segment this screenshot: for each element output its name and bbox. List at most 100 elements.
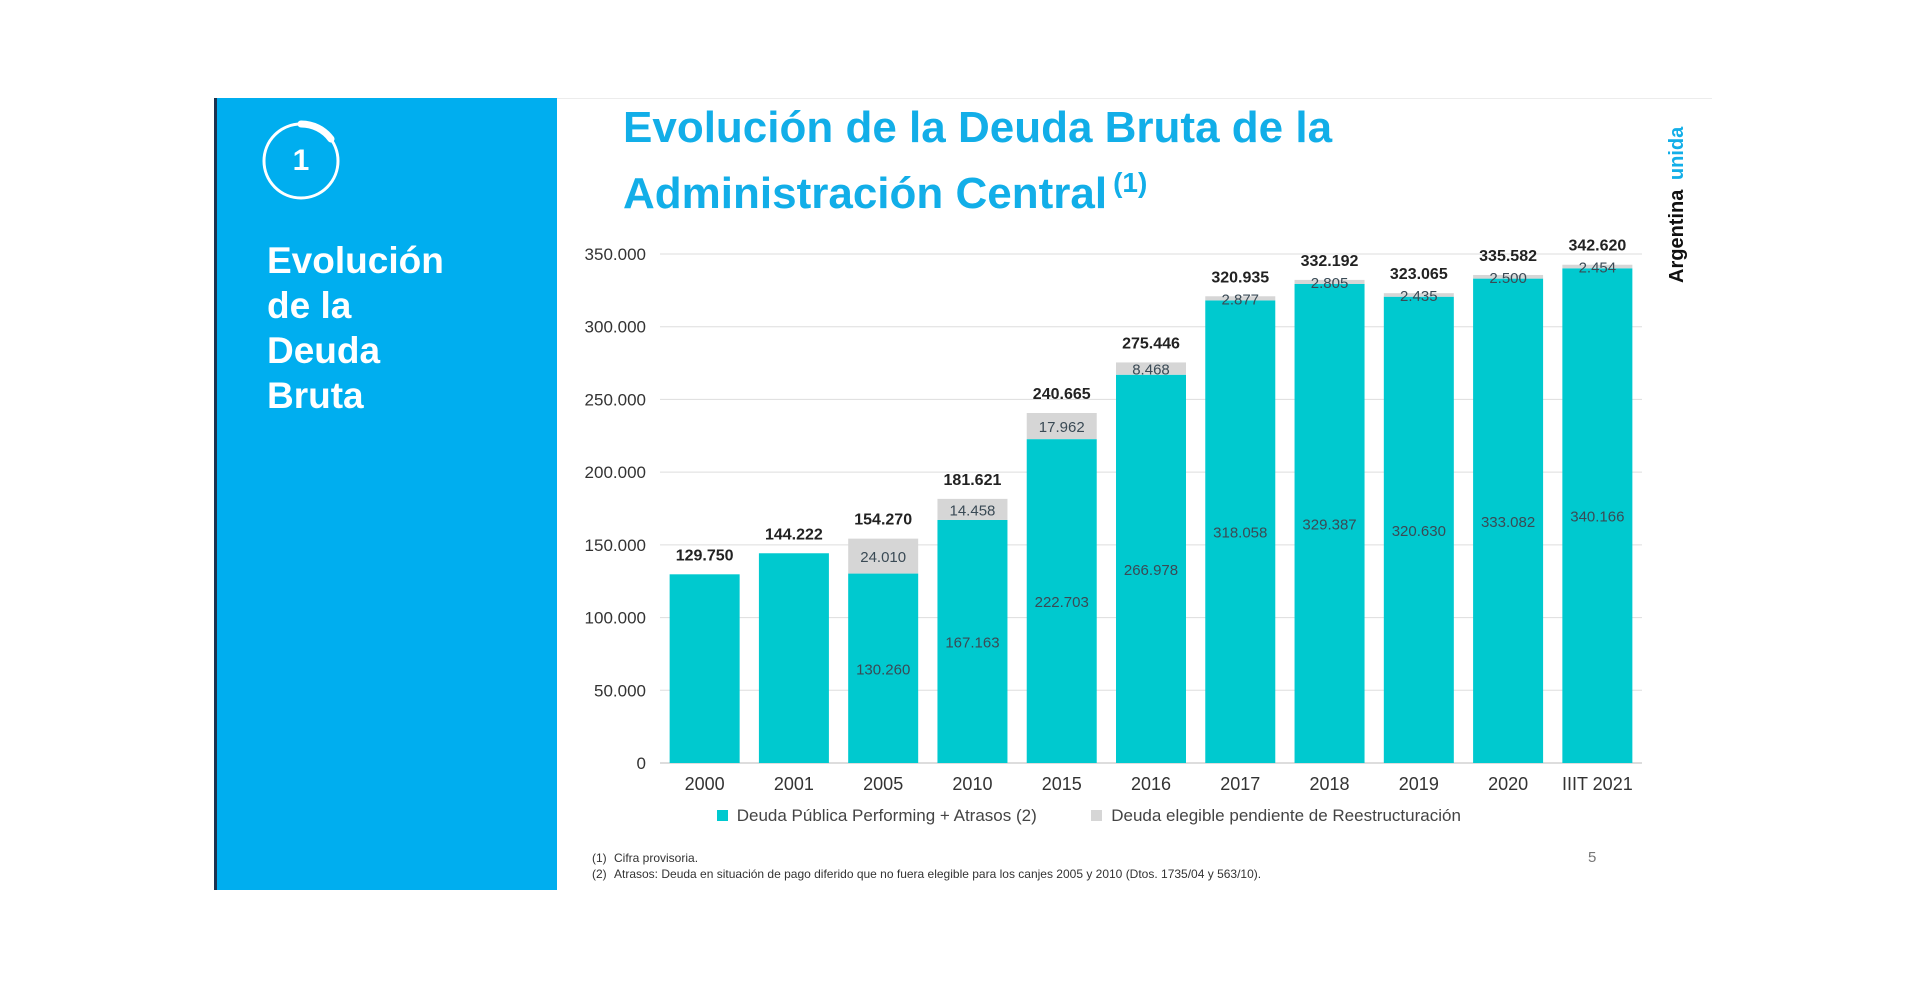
y-tick-label: 250.000 xyxy=(585,390,646,409)
section-title-line: de la xyxy=(267,285,352,326)
x-tick-label: 2005 xyxy=(863,774,903,794)
bar-performing xyxy=(1383,296,1454,763)
y-tick-label: 300.000 xyxy=(585,318,646,337)
slide-title-line1: Evolución de la Deuda Bruta de la xyxy=(623,103,1333,152)
section-sidebar: 1 Evolución de la Deuda Bruta xyxy=(214,98,557,890)
bar-performing xyxy=(848,573,919,763)
x-tick-label: 2001 xyxy=(774,774,814,794)
x-tick-label: 2015 xyxy=(1042,774,1082,794)
x-tick-label: 2018 xyxy=(1310,774,1350,794)
chart-bars xyxy=(669,264,1633,763)
argentina-unida-logo: Argentina unida xyxy=(1666,126,1688,283)
total-value-label: 275.446 xyxy=(1122,335,1180,352)
performing-value-label: 318.058 xyxy=(1213,525,1267,542)
x-tick-label: 2010 xyxy=(952,774,992,794)
legend-swatch-performing xyxy=(717,810,728,821)
brand-word-argentina: Argentina xyxy=(1666,189,1688,283)
bar-performing xyxy=(1473,278,1544,763)
x-tick-label: 2016 xyxy=(1131,774,1171,794)
x-tick-label: IIIT 2021 xyxy=(1562,774,1633,794)
slide-top-border xyxy=(557,98,1712,99)
footnote-1: (1) Cifra provisoria. xyxy=(592,850,1492,866)
section-title-line: Deuda xyxy=(267,330,381,371)
bar-pending-restructuring xyxy=(1294,279,1365,284)
section-title-line: Evolución xyxy=(267,240,444,281)
footnote-mark: (1) xyxy=(592,851,607,865)
section-badge-circle xyxy=(262,120,340,200)
legend-item-pending: Deuda elegible pendiente de Reestructura… xyxy=(1091,806,1461,826)
pending-value-label: 2.805 xyxy=(1311,275,1349,292)
pending-value-label: 2.435 xyxy=(1400,288,1438,305)
bar-performing xyxy=(937,519,1008,763)
bar-performing xyxy=(1116,374,1186,763)
performing-value-label: 340.166 xyxy=(1570,509,1624,526)
page-number: 5 xyxy=(1588,849,1597,866)
footnote-text: Atrasos: Deuda en situación de pago dife… xyxy=(614,867,1262,881)
x-tick-label: 2000 xyxy=(685,774,725,794)
footnote-2: (2) Atrasos: Deuda en situación de pago d… xyxy=(592,866,1492,882)
bar-performing xyxy=(1294,283,1365,763)
legend-swatch-pending xyxy=(1091,810,1103,821)
chart-legend: Deuda Pública Performing + Atrasos (2) D… xyxy=(717,806,1617,826)
bar-pending-restructuring xyxy=(1026,413,1097,440)
footnote-mark: (2) xyxy=(592,867,607,881)
brand-word-unida: unida xyxy=(1666,126,1688,180)
bar-performing xyxy=(758,553,829,763)
x-tick-label: 2020 xyxy=(1488,774,1528,794)
total-value-label: 181.621 xyxy=(944,472,1002,489)
debt-bar-chart: 0 50.000 100.000 150.000 200.000 250.000 300.0… xyxy=(585,238,1642,794)
performing-value-label: 329.387 xyxy=(1302,516,1356,533)
performing-value-label: 130.260 xyxy=(856,661,910,678)
bar-performing xyxy=(1205,300,1276,763)
slide-title: Evolución de la Deuda Bruta de la Admini… xyxy=(623,100,1623,221)
y-tick-label: 350.000 xyxy=(585,245,646,264)
total-value-label: 240.665 xyxy=(1033,386,1091,403)
pending-value-label: 8.468 xyxy=(1132,362,1170,379)
total-value-label: 129.750 xyxy=(676,547,734,564)
pending-value-label: 14.458 xyxy=(950,502,996,519)
performing-value-label: 333.082 xyxy=(1481,514,1535,531)
bar-pending-restructuring xyxy=(1116,362,1186,375)
total-value-label: 320.935 xyxy=(1211,269,1269,286)
total-value-label: 154.270 xyxy=(854,512,912,529)
section-number: 1 xyxy=(292,144,310,177)
bar-performing xyxy=(1026,439,1097,763)
x-tick-label: 2017 xyxy=(1220,774,1260,794)
chart-x-axis: 2000 2001 2005 2010 2015 2016 2017 2018 2019 2020… xyxy=(685,774,1633,794)
svg-text:Argentina unida: Argentina unida xyxy=(1666,126,1688,283)
legend-item-performing: Deuda Pública Performing + Atrasos (2) xyxy=(717,806,1037,826)
y-tick-label: 100.000 xyxy=(585,609,646,628)
section-title-line: Bruta xyxy=(267,375,364,416)
x-tick-label: 2019 xyxy=(1399,774,1439,794)
legend-label-performing: Deuda Pública Performing + Atrasos (2) xyxy=(736,806,1037,825)
performing-value-label: 266.978 xyxy=(1124,562,1178,579)
bar-performing xyxy=(1562,268,1633,763)
performing-value-label: 222.703 xyxy=(1035,594,1089,611)
footnotes: (1) Cifra provisoria. (2) Atrasos: Deuda e… xyxy=(592,850,1492,882)
y-tick-label: 200.000 xyxy=(585,463,646,482)
total-value-label: 342.620 xyxy=(1568,238,1626,255)
bar-pending-restructuring xyxy=(937,498,1008,520)
bar-performing xyxy=(669,574,740,763)
slide-title-line2-text: Administración Central xyxy=(623,169,1108,218)
pending-value-label: 2.877 xyxy=(1221,291,1259,308)
pending-value-label: 2.500 xyxy=(1489,270,1527,287)
chart-data-labels: 129.750 144.222 24.010 130.260 154.270 14.458… xyxy=(676,238,1627,679)
bar-pending-restructuring xyxy=(1473,274,1544,279)
title-footnote-ref: (1) xyxy=(1113,167,1148,198)
bar-pending-restructuring xyxy=(1383,293,1454,297)
pending-value-label: 2.454 xyxy=(1579,260,1617,277)
total-value-label: 335.582 xyxy=(1479,248,1537,265)
total-value-label: 332.192 xyxy=(1301,253,1359,270)
total-value-label: 323.065 xyxy=(1390,266,1448,283)
chart-y-axis: 0 50.000 100.000 150.000 200.000 250.000 300.0… xyxy=(585,245,646,773)
footnote-text: Cifra provisoria. xyxy=(614,851,699,865)
y-tick-label: 50.000 xyxy=(594,681,646,700)
y-tick-label: 0 xyxy=(637,754,646,773)
legend-label-pending: Deuda elegible pendiente de Reestructura… xyxy=(1111,806,1461,825)
pending-value-label: 17.962 xyxy=(1039,419,1085,436)
y-tick-label: 150.000 xyxy=(585,536,646,555)
slide-title-line2: Administración Central (1) xyxy=(623,155,1623,221)
performing-value-label: 320.630 xyxy=(1392,523,1446,540)
section-title: Evolución de la Deuda Bruta xyxy=(267,238,527,418)
